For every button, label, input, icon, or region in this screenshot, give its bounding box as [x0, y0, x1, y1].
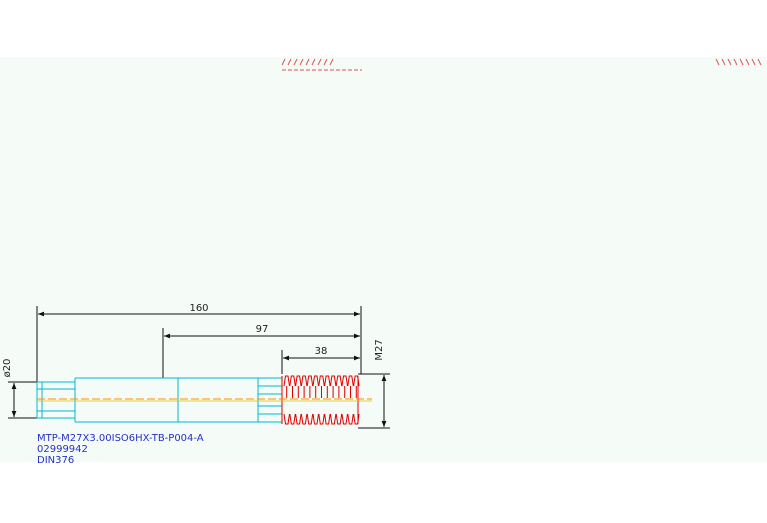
tap-thread-section [281, 375, 360, 425]
hatch-mark [751, 58, 756, 66]
thread-tooth-top [318, 375, 325, 387]
thread-tooth-bottom [324, 413, 331, 425]
hatch-mark [323, 58, 328, 66]
part-number-text: 02999942 [37, 444, 88, 455]
thread-tooth-bottom [318, 413, 325, 425]
thread-tooth-bottom [295, 413, 302, 425]
top-hatch-marks [281, 58, 762, 71]
hatch-mark [329, 58, 334, 66]
hatch-mark [739, 58, 744, 66]
hatch-mark [299, 58, 304, 66]
thread-tooth-bottom [312, 413, 319, 425]
hatch-mark [757, 58, 762, 66]
hatch-mark [311, 58, 316, 66]
hatch-mark [721, 58, 726, 66]
standard-text: DIN376 [37, 455, 75, 466]
thread-tooth-bottom [329, 413, 337, 425]
thread-tooth-top [329, 375, 337, 387]
hatch-mark [715, 58, 720, 66]
thread-tooth-top [324, 375, 331, 387]
tap-shank-outline [36, 377, 283, 423]
dimension-thread-length: 38 [281, 346, 360, 374]
hatch-mark [305, 58, 310, 66]
thread-tooth-bottom [341, 413, 348, 425]
dimension-shank-diameter: ø20 [2, 359, 40, 419]
thread-tooth-top [312, 375, 319, 387]
thread-tooth-bottom [335, 413, 343, 425]
hatch-mark [745, 58, 750, 66]
thread-tooth-bottom [306, 413, 314, 425]
dimension-thread-size: M27 [358, 339, 390, 429]
thread-tooth-top [335, 375, 343, 387]
thread-tooth-top [341, 375, 348, 387]
thread-tooth-bottom [347, 413, 354, 425]
dimension-diameter-text: ø20 [2, 359, 13, 378]
thread-tooth-bottom [283, 413, 290, 425]
hatch-mark [733, 58, 738, 66]
part-code-text: MTP-M27X3.00ISO6HX-TB-P004-A [37, 433, 204, 444]
dimension-97-text: 97 [256, 324, 269, 335]
dimension-160-text: 160 [189, 303, 208, 314]
hatch-mark [317, 58, 322, 66]
dimension-body-length: 97 [162, 324, 360, 378]
hatch-mark [281, 58, 286, 66]
dimension-m27-text: M27 [374, 339, 385, 360]
thread-tooth-top [300, 375, 308, 387]
hatch-mark [287, 58, 292, 66]
thread-tooth-top [306, 375, 314, 387]
hatch-mark [727, 58, 732, 66]
thread-tooth-bottom [300, 413, 308, 425]
thread-tooth-top [283, 375, 290, 387]
thread-tooth-top [295, 375, 302, 387]
hatch-mark [293, 58, 298, 66]
thread-tooth-top [289, 375, 296, 387]
thread-tooth-bottom [289, 413, 296, 425]
dimension-overall-length: 160 [36, 303, 362, 384]
thread-tooth-top [347, 375, 354, 387]
dimension-38-text: 38 [315, 346, 328, 357]
centerline [37, 398, 372, 402]
